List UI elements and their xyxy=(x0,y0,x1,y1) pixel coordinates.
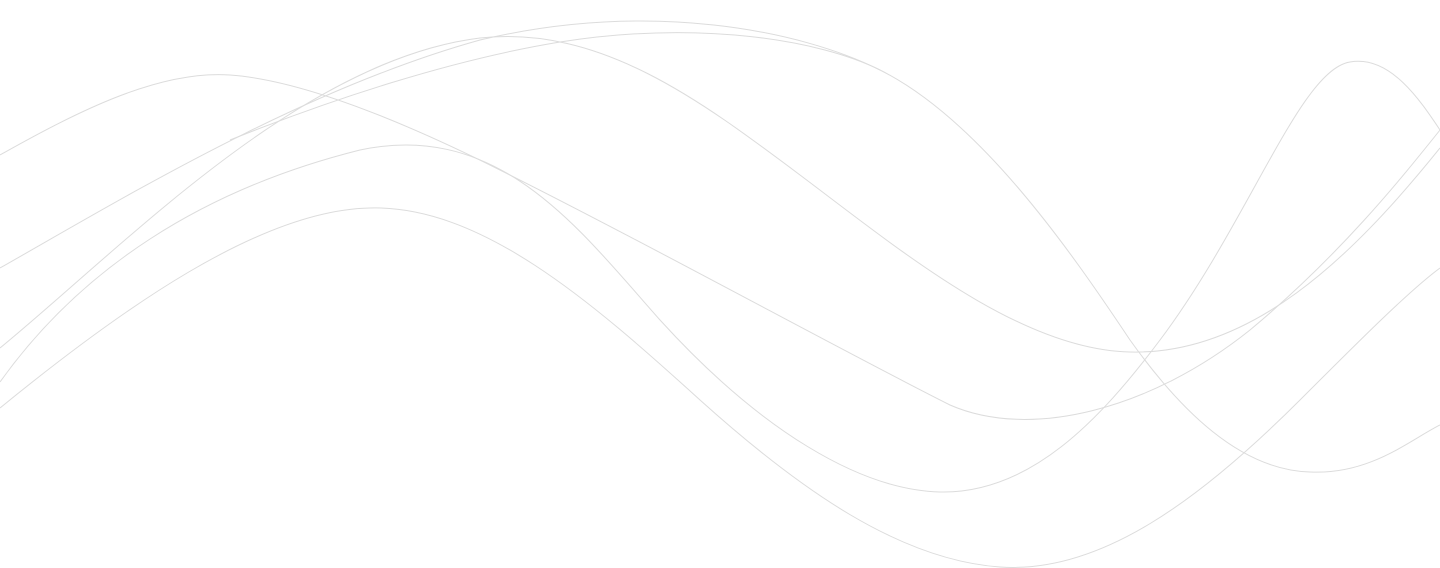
wave-line-3 xyxy=(0,36,1440,353)
wave-line-5 xyxy=(0,207,1440,568)
wave-line-2 xyxy=(0,20,1440,473)
wave-line-6 xyxy=(229,32,881,141)
wave-line-4 xyxy=(0,60,1440,493)
wave-line-1 xyxy=(0,74,1440,420)
